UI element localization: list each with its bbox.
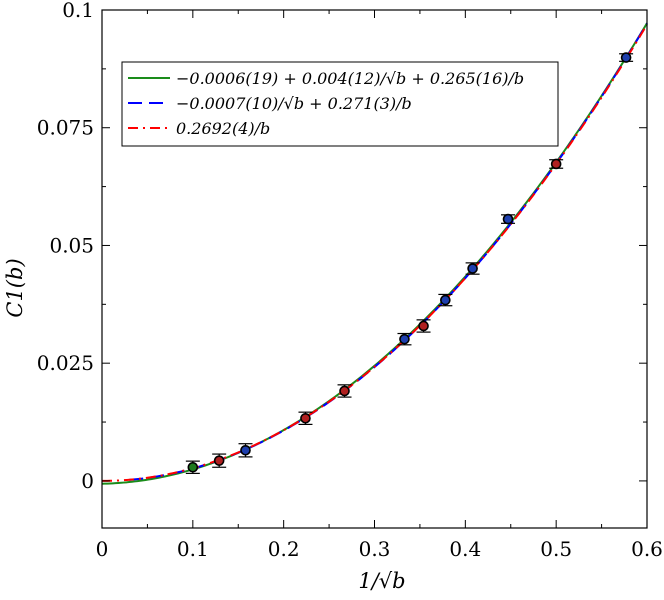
- data-point-4: [298, 411, 313, 425]
- marker: [240, 444, 251, 456]
- y-tick-label: 0: [81, 469, 94, 493]
- marker: [187, 461, 199, 473]
- marker: [339, 385, 350, 397]
- y-axis-label: C1(b): [3, 258, 27, 317]
- marker: [399, 333, 410, 345]
- data-point-3: [238, 443, 253, 458]
- marker: [620, 52, 632, 63]
- data-point-8: [438, 293, 453, 307]
- x-axis-label: 1/√b: [358, 569, 405, 593]
- x-tick-label: 0.5: [540, 537, 572, 561]
- data-point-10: [501, 213, 516, 225]
- marker: [418, 320, 429, 332]
- data-point-12: [619, 52, 634, 63]
- x-tick-label: 0.6: [631, 537, 663, 561]
- marker: [467, 263, 478, 274]
- x-tick-label: 0.2: [268, 537, 300, 561]
- marker: [502, 213, 514, 225]
- x-tick-label: 0: [96, 537, 109, 561]
- legend-label-1: −0.0006(19) + 0.004(12)/√b + 0.265(16)/b: [176, 69, 524, 88]
- legend: −0.0006(19) + 0.004(12)/√b + 0.265(16)/b…: [121, 61, 559, 147]
- marker: [300, 412, 311, 424]
- legend-label-2: −0.0007(10)/√b + 0.271(3)/b: [176, 94, 412, 113]
- data-point-1: [185, 460, 200, 474]
- data-point-6: [397, 332, 412, 346]
- data-point-5: [337, 384, 352, 398]
- data-point-9: [465, 262, 480, 275]
- data-points: [185, 52, 634, 474]
- marker: [213, 455, 225, 466]
- marker: [550, 158, 562, 170]
- x-tick-label: 0.4: [449, 537, 481, 561]
- y-tick-label: 0.1: [62, 0, 94, 22]
- data-point-7: [416, 319, 431, 333]
- legend-box: [121, 61, 559, 147]
- legend-label-3: 0.2692(4)/b: [176, 119, 270, 138]
- data-point-11: [549, 158, 564, 170]
- y-tick-label: 0.05: [49, 233, 94, 257]
- data-point-2: [212, 453, 227, 468]
- marker: [440, 294, 451, 306]
- y-tick-label: 0.075: [37, 116, 94, 140]
- x-tick-label: 0.3: [359, 537, 391, 561]
- axes: 0 0.1 0.2 0.3 0.4 0.5 0.6 0 0.025 0.05 0.075 0.1: [37, 0, 663, 561]
- y-tick-label: 0.025: [37, 351, 94, 375]
- x-tick-label: 0.1: [177, 537, 209, 561]
